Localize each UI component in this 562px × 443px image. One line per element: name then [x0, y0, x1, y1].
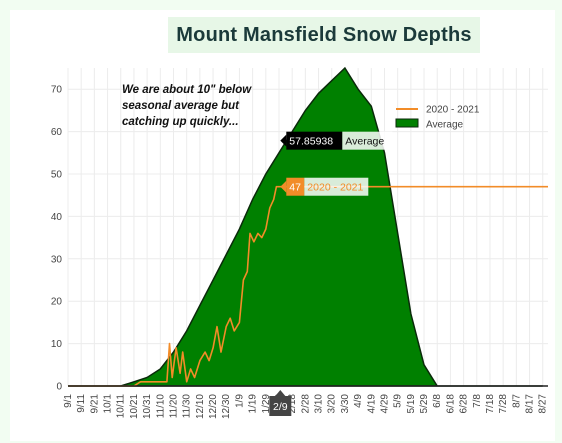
y-tick-label: 60 — [51, 127, 63, 138]
season-line-layer — [68, 185, 548, 387]
y-tick-label: 50 — [51, 170, 63, 181]
chart-title: Mount Mansfield Snow Depths — [168, 17, 480, 53]
x-tick-label: 3/20 — [327, 394, 338, 414]
x-tick-label: 12/10 — [195, 394, 206, 419]
average-tooltip-value: 57.85938 — [289, 136, 333, 148]
average-tooltip-label: Average — [345, 136, 384, 148]
x-hover-box — [269, 396, 292, 416]
x-tick-label: 1/19 — [248, 394, 259, 414]
x-tick-label: 5/19 — [406, 394, 417, 414]
average-tooltip-label-bg — [342, 131, 393, 150]
legend-label-season: 2020 - 2021 — [426, 105, 480, 116]
x-hover-label: 2/9 — [273, 401, 288, 413]
x-tick-label: 5/29 — [419, 394, 430, 414]
x-tick-label: 9/1 — [63, 394, 74, 408]
legend-label-average: Average — [426, 120, 464, 131]
x-tick-label: 3/10 — [314, 394, 325, 414]
legend[interactable]: 2020 - 2021 Average — [395, 105, 480, 131]
chart-annotation: We are about 10" below seasonal average … — [122, 84, 252, 128]
season-tooltip-box — [286, 177, 305, 196]
x-tick-label: 5/9 — [393, 394, 404, 408]
x-tick-label: 12/20 — [208, 394, 219, 419]
average-tooltip-pointer — [280, 134, 287, 147]
y-tick-label: 10 — [51, 339, 63, 350]
x-tick-label: 1/29 — [261, 394, 272, 414]
x-tick-label: 6/28 — [459, 394, 470, 414]
season-tooltip-value: 47 — [289, 182, 301, 194]
x-tick-label: 12/30 — [221, 394, 232, 419]
season-tooltip-label-bg — [304, 177, 369, 196]
x-tick-label: 2/28 — [300, 394, 311, 414]
x-tick-label: 10/31 — [142, 394, 153, 419]
y-tick-label: 70 — [51, 85, 63, 96]
average-tooltip-box — [286, 131, 343, 150]
x-tick-label: 7/8 — [472, 394, 483, 408]
x-tick-label: 11/20 — [168, 394, 179, 419]
x-tick-label: 4/29 — [379, 394, 390, 414]
x-tick-label: 11/30 — [182, 394, 193, 419]
x-tick-label: 1/9 — [234, 394, 245, 408]
x-tick-label: 8/27 — [538, 394, 549, 414]
y-tick-label: 40 — [51, 212, 63, 223]
x-tick-label: 10/21 — [129, 394, 140, 419]
x-tick-label: 4/19 — [366, 394, 377, 414]
season-tooltip-pointer — [280, 180, 287, 193]
x-tick-label: 6/8 — [432, 394, 443, 408]
season-tooltip-label: 2020 - 2021 — [307, 182, 363, 194]
x-tick-label: 7/28 — [498, 394, 509, 414]
x-hover-pointer — [275, 390, 286, 396]
x-tick-label: 8/17 — [525, 394, 536, 414]
x-tick-label: 10/1 — [103, 394, 114, 414]
x-tick-label: 4/9 — [353, 394, 364, 408]
axis-layer: 0 10 20 30 40 50 60 70 9/1 9/11 9/21 10/1 10/11 10/21… — [51, 85, 549, 419]
y-tick-label: 30 — [51, 254, 63, 265]
x-tick-label: 6/18 — [445, 394, 456, 414]
x-tick-label: 9/21 — [89, 394, 100, 414]
y-tick-label: 20 — [51, 297, 63, 308]
hover-tooltips: 57.85938 Average 47 2020 - 2021 2/9 — [269, 131, 393, 416]
x-tick-label: 7/18 — [485, 394, 496, 414]
y-tick-label: 0 — [56, 382, 62, 393]
x-tick-label: 11/10 — [155, 394, 166, 419]
x-tick-label: 8/7 — [511, 394, 522, 408]
x-tick-label: 2/18 — [287, 394, 298, 414]
x-tick-label: 10/11 — [116, 394, 127, 419]
x-tick-label: 9/11 — [76, 394, 87, 413]
x-tick-label: 3/30 — [340, 394, 351, 414]
legend-swatch-average — [395, 118, 419, 128]
season-line — [68, 185, 548, 387]
